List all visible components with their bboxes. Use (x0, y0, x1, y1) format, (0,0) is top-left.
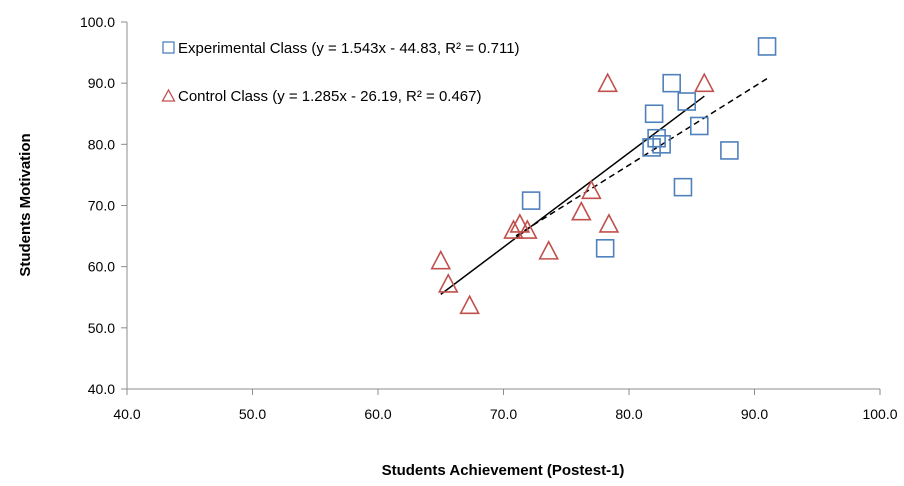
x-tick-label: 50.0 (239, 406, 266, 422)
plot-area (126, 22, 880, 390)
control-trendline (515, 77, 768, 237)
control-point (693, 72, 715, 93)
y-tick-label: 50.0 (88, 320, 115, 336)
x-tick-label: 70.0 (490, 406, 517, 422)
y-tick-label: 40.0 (88, 381, 115, 397)
control-point (538, 240, 560, 260)
control-point (598, 213, 620, 233)
experimental-point (757, 37, 777, 56)
x-tick-label: 80.0 (615, 406, 642, 422)
control-point (503, 219, 524, 239)
control-point (581, 179, 602, 200)
experimental-point (662, 73, 681, 93)
x-tick-label: 100.0 (862, 406, 897, 422)
control-point (430, 249, 452, 270)
experimental-point (673, 177, 693, 197)
y-axis: 40.0 50.0 60.0 70.0 80.0 90.0 100.0 (80, 14, 127, 397)
x-axis-title: Students Achievement (Postest-1) (382, 462, 625, 479)
experimental-point (521, 191, 541, 210)
y-tick-label: 100.0 (80, 14, 115, 30)
legend-label-experimental: Experimental Class (y = 1.543x - 44.83, … (178, 40, 520, 57)
trendlines (440, 77, 768, 296)
legend-square-marker (162, 41, 175, 54)
control-point (437, 273, 459, 293)
experimental-point (652, 135, 671, 154)
legend-triangle-marker (161, 88, 176, 102)
x-tick-label: 40.0 (113, 406, 140, 422)
data-points (430, 37, 777, 315)
x-axis: 40.0 50.0 60.0 70.0 80.0 90.0 100.0 (113, 389, 898, 422)
legend-item-experimental: Experimental Class (y = 1.543x - 44.83, … (162, 40, 520, 57)
legend-label-control: Control Class (y = 1.285x - 26.19, R² = … (178, 88, 481, 105)
y-tick-label: 90.0 (88, 75, 115, 91)
experimental-trendline (440, 95, 705, 296)
experimental-point (689, 116, 709, 136)
y-axis-title: Students Motivation (17, 133, 34, 276)
legend: Experimental Class (y = 1.543x - 44.83, … (161, 40, 520, 105)
experimental-point (642, 138, 661, 157)
y-tick-label: 60.0 (88, 259, 115, 275)
x-tick-label: 90.0 (741, 406, 768, 422)
experimental-point (720, 141, 739, 160)
control-point (597, 72, 618, 93)
experimental-point (677, 92, 697, 111)
experimental-point (595, 239, 615, 258)
x-tick-label: 60.0 (364, 406, 391, 422)
y-tick-label: 80.0 (88, 136, 115, 152)
legend-item-control: Control Class (y = 1.285x - 26.19, R² = … (161, 88, 481, 105)
y-tick-label: 70.0 (88, 198, 115, 214)
control-point (570, 200, 592, 221)
control-point (517, 219, 538, 239)
experimental-point (644, 104, 664, 124)
control-point (459, 294, 480, 315)
